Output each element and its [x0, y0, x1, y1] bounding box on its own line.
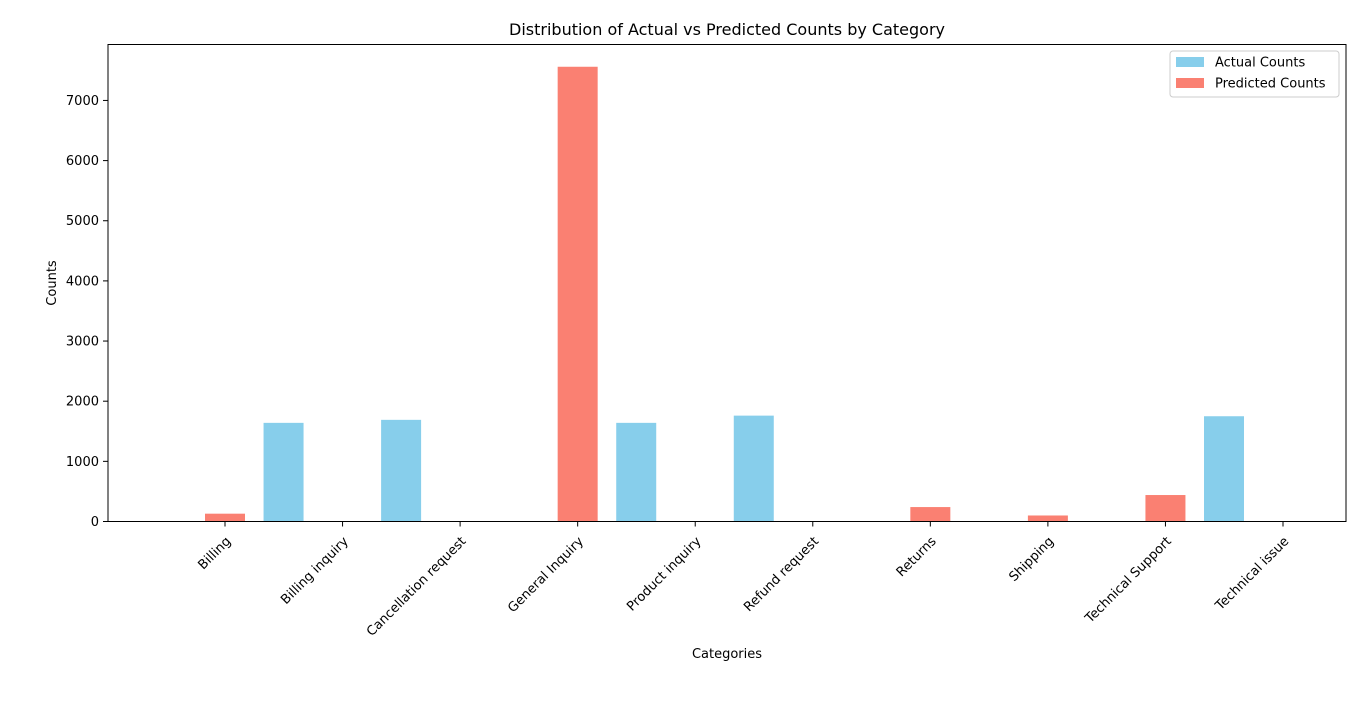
x-tick-label: Technical Support	[1082, 534, 1175, 627]
bar-predicted-returns	[910, 507, 951, 522]
x-axis-label: Categories	[692, 647, 762, 662]
bar-predicted-technical-support	[1145, 495, 1186, 522]
x-tick-label: Refund request	[741, 534, 822, 615]
x-axis: Billing Billing inquiry Cancellation reque…	[195, 521, 1292, 640]
legend-box	[1169, 50, 1340, 98]
bar-actual-billing-inquiry	[263, 422, 304, 522]
legend-entry: Predicted Counts	[1215, 77, 1326, 92]
y-tick-label: 7000	[66, 94, 99, 109]
bar-actual-product-inquiry	[616, 422, 657, 522]
x-tick-label: General Inquiry	[505, 534, 587, 616]
chart-title: Distribution of Actual vs Predicted Coun…	[509, 20, 945, 39]
legend-swatch	[1176, 78, 1204, 88]
bar-actual-cancellation-request	[381, 419, 422, 522]
bar-predicted-billing	[205, 513, 245, 522]
y-tick-label: 0	[91, 515, 99, 530]
bars-group	[205, 66, 1244, 522]
bar-actual-technical-issue	[1204, 416, 1244, 522]
x-tick-label: Technical issue	[1212, 534, 1292, 614]
x-tick-label: Billing	[195, 534, 234, 573]
y-tick-label: 5000	[66, 214, 99, 229]
x-tick-label: Returns	[894, 534, 940, 580]
x-tick-label: Billing inquiry	[278, 534, 352, 608]
y-axis: 0 1000 2000 3000 4000 5000 6000 7000	[66, 94, 108, 530]
y-tick-label: 6000	[66, 154, 99, 169]
y-tick-label: 4000	[66, 274, 99, 289]
y-axis-label: Counts	[45, 260, 60, 306]
bar-predicted-general-inquiry	[557, 66, 598, 522]
x-tick-label: Cancellation request	[364, 534, 469, 639]
bar-actual-refund-request	[733, 415, 774, 522]
legend-entry: Actual Counts	[1215, 56, 1305, 71]
legend: Actual Counts Predicted Counts	[1169, 50, 1340, 98]
y-tick-label: 2000	[66, 395, 99, 410]
x-tick-label: Product inquiry	[624, 534, 704, 614]
y-tick-label: 3000	[66, 335, 99, 350]
legend-swatch	[1176, 57, 1204, 67]
x-tick-label: Shipping	[1006, 534, 1057, 585]
y-tick-label: 1000	[66, 455, 99, 470]
bar-predicted-shipping	[1027, 515, 1068, 522]
plot-frame	[107, 44, 1347, 522]
